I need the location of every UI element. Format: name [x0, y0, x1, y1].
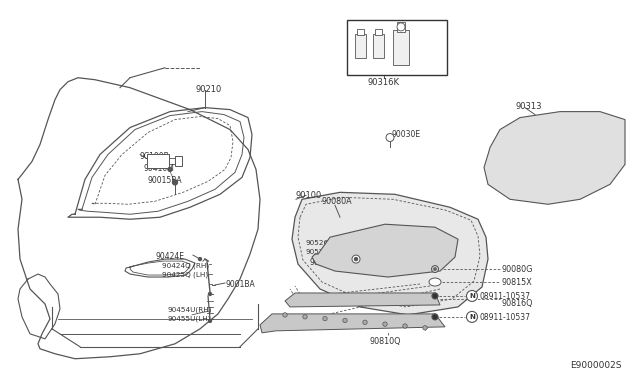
Text: 90425Q (LH): 90425Q (LH)	[162, 271, 208, 278]
Text: N: N	[469, 294, 475, 299]
Circle shape	[303, 315, 307, 319]
Circle shape	[432, 314, 438, 320]
Polygon shape	[312, 224, 458, 277]
Text: 90080A: 90080A	[322, 197, 353, 206]
Bar	[147, 154, 169, 169]
Circle shape	[355, 257, 358, 261]
Circle shape	[343, 318, 347, 323]
Bar	[373, 34, 384, 58]
Bar	[397, 22, 405, 32]
Ellipse shape	[429, 278, 441, 286]
Circle shape	[323, 317, 327, 321]
Bar	[393, 30, 409, 65]
Circle shape	[386, 134, 394, 141]
Text: 9C100B: 9C100B	[140, 153, 170, 161]
Text: 90100: 90100	[295, 191, 321, 201]
Polygon shape	[260, 314, 445, 333]
Circle shape	[209, 292, 211, 295]
Circle shape	[283, 313, 287, 317]
Circle shape	[383, 322, 387, 326]
Text: 90080U: 90080U	[310, 258, 340, 267]
Polygon shape	[285, 293, 440, 307]
Text: 08911-10537: 08911-10537	[480, 292, 531, 301]
Circle shape	[388, 135, 392, 140]
Circle shape	[403, 324, 407, 328]
Text: 90080G: 90080G	[502, 265, 533, 274]
Text: 90424Q (RH): 90424Q (RH)	[162, 262, 209, 269]
Bar	[347, 20, 447, 75]
Polygon shape	[484, 112, 625, 204]
Text: 90424E: 90424E	[155, 252, 184, 261]
Text: 90815X: 90815X	[502, 278, 532, 287]
Text: 90526+A(RH): 90526+A(RH)	[305, 239, 355, 246]
Text: SEALANT KIT: SEALANT KIT	[351, 25, 410, 34]
Text: 90030E: 90030E	[392, 129, 421, 138]
Polygon shape	[292, 192, 488, 315]
Text: N: N	[469, 314, 475, 320]
Circle shape	[432, 293, 438, 299]
Text: 08911-10537: 08911-10537	[480, 313, 531, 322]
Text: E9000002S: E9000002S	[570, 361, 621, 370]
Text: 90816Q: 90816Q	[502, 299, 534, 308]
Text: 90455U(LH): 90455U(LH)	[168, 316, 211, 323]
Bar	[375, 29, 382, 35]
Circle shape	[397, 23, 405, 31]
Circle shape	[467, 311, 477, 323]
Circle shape	[434, 268, 436, 270]
Circle shape	[173, 180, 177, 185]
Text: 90015BA: 90015BA	[148, 176, 182, 185]
Bar	[355, 34, 366, 58]
Circle shape	[363, 320, 367, 324]
Circle shape	[209, 320, 211, 323]
Circle shape	[198, 257, 202, 261]
Text: 90410M: 90410M	[143, 164, 174, 173]
Circle shape	[431, 266, 438, 273]
Text: 90810Q: 90810Q	[370, 337, 401, 346]
Text: 90210: 90210	[195, 85, 221, 94]
Text: 9001BA: 9001BA	[225, 280, 255, 289]
Circle shape	[433, 294, 438, 298]
Text: 90526+B(LH): 90526+B(LH)	[305, 248, 355, 254]
Circle shape	[467, 291, 477, 301]
Circle shape	[423, 326, 428, 330]
Text: 90313: 90313	[515, 102, 541, 110]
Circle shape	[168, 167, 172, 171]
Circle shape	[433, 314, 438, 320]
Text: 90316K: 90316K	[367, 78, 399, 87]
Bar	[357, 29, 364, 35]
Bar	[175, 157, 182, 166]
Text: 90454U(RH): 90454U(RH)	[168, 307, 212, 314]
Circle shape	[352, 255, 360, 263]
